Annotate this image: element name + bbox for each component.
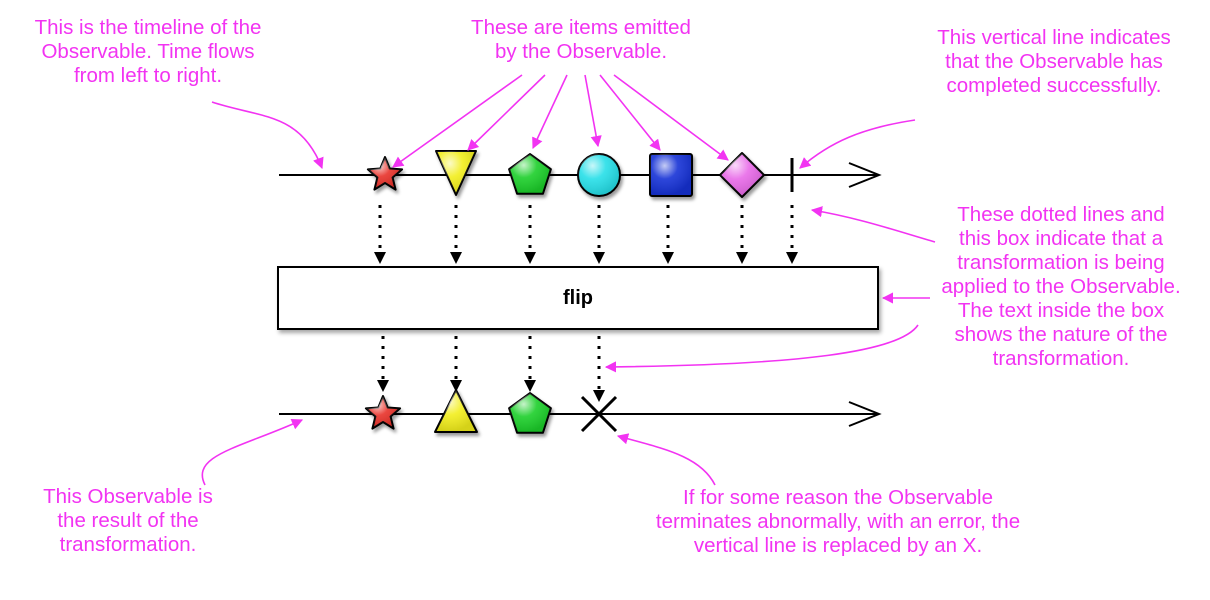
source-item-square [649,153,693,197]
dotted-line-in [736,205,748,264]
result-timeline-arrowhead [848,401,882,427]
dotted-line-in [786,205,798,264]
items-arrow-triangle [467,74,546,151]
items-arrow-pentagon [532,74,568,150]
items-arrow-circle [584,74,602,148]
dotted-line-in [593,205,605,264]
completed-annotation: This vertical line indicates that the Ob… [937,26,1171,97]
items-arrow-diamond [613,74,729,161]
source-item-triangle-down [435,150,477,196]
source-item-circle [577,153,621,197]
operator-label: flip [563,286,593,309]
result-timeline [279,401,882,427]
items-annotation: These are items emitted by the Observabl… [471,16,691,63]
timeline-annotation-arrow [211,101,324,170]
dotted-line-in [524,205,536,264]
source-item-pentagon [508,153,552,195]
result-annotation: This Observable is the result of the tra… [43,485,213,556]
annotation-arrows [201,74,936,486]
result-error-x-icon [580,395,618,433]
operator-box: flip [277,266,879,330]
dotted-line-out [450,336,462,392]
dotted-line-out [377,336,389,392]
result-items [364,389,618,434]
source-items [366,150,765,198]
timeline-annotation: This is the timeline of the Observable. … [34,16,262,87]
source-item-diamond [719,152,765,198]
result-item-triangle-up [434,389,478,433]
transformation-annotation: These dotted lines and this box indicate… [941,203,1181,370]
dotted-line-out [593,336,605,402]
dotted-transform-lines [374,205,798,402]
completed-annotation-arrow [799,119,916,169]
transform-arrow-text [604,324,919,373]
dotted-line-in [374,205,386,264]
result-annotation-arrow [201,419,304,486]
items-arrow-star [392,74,523,168]
dotted-line-in [450,205,462,264]
items-arrow-square [599,74,661,151]
source-item-star [366,156,404,191]
error-annotation: If for some reason the Observable termin… [655,486,1021,557]
error-annotation-arrow [616,433,716,486]
source-timeline-arrowhead [848,162,882,188]
dotted-line-in [662,205,674,264]
result-item-star [364,395,402,430]
transform-arrow-dots [810,206,936,243]
dotted-line-out [524,336,536,392]
result-item-pentagon [508,392,552,434]
